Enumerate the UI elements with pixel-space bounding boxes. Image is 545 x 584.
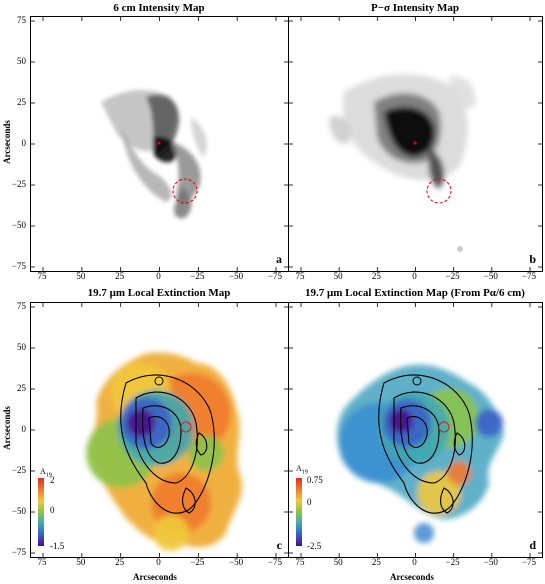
y-tick-label: 75 — [17, 301, 26, 311]
x-tick-label: −75 — [267, 271, 283, 281]
extinction-field — [86, 352, 243, 551]
emission — [101, 90, 207, 219]
x-tick-label: −75 — [521, 271, 537, 281]
x-tick-label: 25 — [371, 557, 381, 567]
x-tick-label: 25 — [371, 271, 381, 281]
x-tick-label: 50 — [76, 271, 86, 281]
x-axis-label-left: Arcseconds — [133, 572, 177, 582]
extinction-field — [337, 364, 504, 543]
x-tick-label: −25 — [190, 557, 205, 567]
extinction-map-pa-6cm — [289, 303, 542, 557]
point-source — [457, 246, 463, 252]
panel-b-title: P−σ Intensity Map — [370, 2, 460, 14]
x-tick-label: 0 — [412, 271, 417, 281]
panel-c-label: c — [276, 538, 282, 552]
x-tick-label: −75 — [267, 557, 283, 567]
colorbar-c-mid: 0 — [50, 505, 55, 515]
y-tick-label: −75 — [11, 261, 26, 271]
y-tick-label: −50 — [11, 220, 26, 230]
contours — [120, 374, 215, 514]
x-tick-label: −50 — [229, 557, 244, 567]
x-tick-label: 50 — [76, 557, 86, 567]
extinction-map — [31, 303, 288, 557]
y-tick-label: −25 — [11, 179, 26, 189]
region-circle — [180, 421, 192, 433]
panel-b-plot: b — [288, 16, 543, 272]
colorbar-c — [38, 478, 44, 546]
contour-knot — [412, 376, 422, 386]
x-tick-label: −25 — [190, 271, 205, 281]
panel-d-title: 19.7 μm Local Extinction Map (From Pα/6 … — [305, 287, 525, 299]
x-axis-label-right: Arcseconds — [390, 572, 434, 582]
colorbar-d-symbol: A19 — [296, 464, 308, 476]
x-tick-label: −25 — [445, 271, 460, 281]
nucleus-marker — [413, 141, 417, 145]
x-tick-label: 75 — [295, 557, 305, 567]
x-tick-label: 25 — [115, 271, 125, 281]
y-tick-label: 75 — [17, 15, 26, 25]
x-tick-label: −50 — [483, 557, 498, 567]
panel-d-plot: d — [288, 302, 543, 558]
y-tick-label: −50 — [11, 506, 26, 516]
colorbar-c-min: -1.5 — [50, 541, 65, 551]
intensity-map-pa — [289, 17, 542, 271]
x-tick-label: −25 — [445, 557, 460, 567]
x-tick-label: 50 — [333, 271, 343, 281]
x-tick-label: 75 — [37, 271, 47, 281]
region-circle — [438, 421, 450, 433]
panel-c-title: 19.7 μm Local Extinction Map — [87, 287, 231, 299]
emission — [329, 74, 476, 189]
x-tick-label: −50 — [483, 271, 498, 281]
x-tick-label: 0 — [412, 557, 417, 567]
x-tick-label: 0 — [156, 557, 161, 567]
y-tick-label: −75 — [11, 547, 26, 557]
region-circle — [172, 178, 198, 204]
x-tick-label: −50 — [229, 271, 244, 281]
colorbar-d-mid: 0 — [307, 497, 312, 507]
colorbar-c-max: 2 — [50, 475, 55, 485]
contour-knot — [154, 376, 164, 386]
colorbar-c-symbol: A19 — [40, 467, 52, 479]
y-tick-label: 50 — [17, 342, 26, 352]
y-tick-label: −25 — [11, 465, 26, 475]
nucleus-marker — [157, 141, 161, 145]
y-tick-label: 0 — [21, 138, 27, 148]
intensity-map-6cm — [31, 17, 288, 271]
panel-c-plot: c — [30, 302, 289, 558]
y-tick-label: 0 — [21, 424, 27, 434]
x-tick-label: 25 — [115, 557, 125, 567]
x-tick-label: 75 — [295, 271, 305, 281]
contours — [378, 374, 473, 514]
colorbar-d-max: 0.75 — [307, 475, 323, 485]
colorbar-d — [296, 478, 302, 546]
y-tick-label: 25 — [17, 97, 26, 107]
panel-b-label: b — [529, 252, 536, 266]
panel-d-label: d — [529, 538, 536, 552]
panel-a-label: a — [276, 252, 282, 266]
x-tick-label: 50 — [333, 557, 343, 567]
x-tick-label: −75 — [521, 557, 537, 567]
y-tick-label: 25 — [17, 383, 26, 393]
panel-a-title: 6 cm Intensity Map — [113, 2, 205, 14]
panel-a-plot: a — [30, 16, 289, 272]
y-tick-label: 50 — [17, 56, 26, 66]
region-circle — [426, 178, 452, 204]
x-tick-label: 0 — [156, 271, 161, 281]
colorbar-d-min: -2.5 — [307, 541, 322, 551]
x-tick-label: 75 — [37, 557, 47, 567]
